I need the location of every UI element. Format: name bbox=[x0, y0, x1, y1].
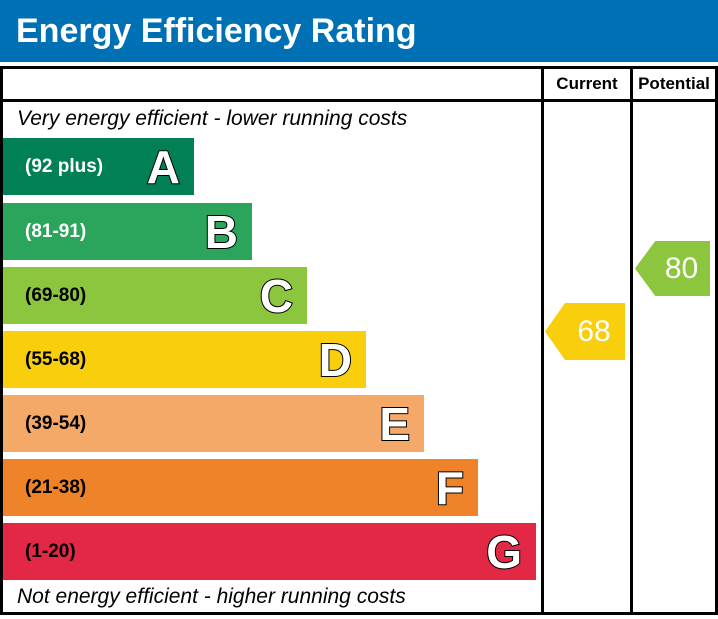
top-caption: Very energy efficient - lower running co… bbox=[17, 107, 408, 130]
band-range-e: (39-54) bbox=[25, 412, 87, 434]
band-row-f: (21-38) F bbox=[3, 459, 478, 516]
column-divider-current bbox=[541, 66, 544, 615]
column-header-potential: Potential bbox=[638, 74, 710, 93]
band-range-d: (55-68) bbox=[25, 348, 87, 370]
title-bar: Energy Efficiency Rating bbox=[0, 0, 718, 62]
header-row-underline bbox=[0, 99, 718, 102]
band-letter-b: B bbox=[204, 205, 239, 258]
band-letter-a: A bbox=[146, 140, 181, 193]
band-range-a: (92 plus) bbox=[25, 155, 104, 177]
potential-rating-value: 80 bbox=[664, 251, 699, 285]
band-row-d: (55-68) D bbox=[3, 331, 366, 388]
band-row-c: (69-80) C bbox=[3, 267, 307, 324]
band-row-a: (92 plus) A bbox=[3, 138, 194, 195]
band-letter-e: E bbox=[378, 397, 411, 450]
band-range-c: (69-80) bbox=[25, 284, 87, 306]
band-row-e: (39-54) E bbox=[3, 395, 424, 452]
column-divider-potential bbox=[630, 66, 633, 615]
band-range-g: (1-20) bbox=[25, 540, 76, 562]
column-header-current: Current bbox=[556, 74, 618, 93]
band-range-b: (81-91) bbox=[25, 220, 87, 242]
band-letter-d: D bbox=[318, 333, 353, 386]
band-row-g: (1-20) G bbox=[3, 523, 536, 580]
page-title: Energy Efficiency Rating bbox=[16, 11, 417, 50]
band-letter-f: F bbox=[435, 461, 465, 514]
bottom-caption: Not energy efficient - higher running co… bbox=[17, 585, 406, 608]
band-letter-c: C bbox=[259, 269, 294, 322]
band-row-b: (81-91) B bbox=[3, 203, 252, 260]
current-rating-value: 68 bbox=[577, 314, 611, 348]
band-letter-g: G bbox=[485, 525, 523, 578]
band-range-f: (21-38) bbox=[25, 476, 87, 498]
